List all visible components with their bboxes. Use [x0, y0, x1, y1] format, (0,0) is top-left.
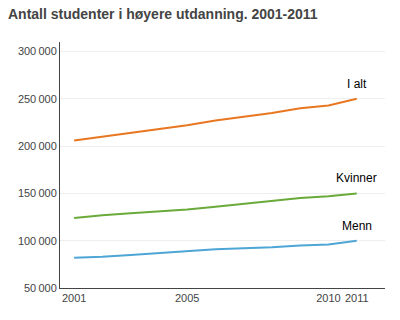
svg-text:250 000: 250 000	[18, 93, 57, 105]
svg-text:150 000: 150 000	[18, 187, 57, 199]
svg-text:50 000: 50 000	[24, 282, 57, 294]
svg-text:2001: 2001	[62, 292, 86, 304]
svg-text:Menn: Menn	[342, 219, 372, 233]
svg-text:Antall studenter i høyere utda: Antall studenter i høyere utdanning. 200…	[8, 6, 318, 22]
svg-text:I alt: I alt	[347, 77, 367, 91]
svg-text:100 000: 100 000	[18, 235, 57, 247]
svg-text:2010: 2010	[316, 292, 340, 304]
svg-text:2011: 2011	[345, 292, 369, 304]
svg-text:Kvinner: Kvinner	[336, 171, 377, 185]
svg-text:200 000: 200 000	[18, 140, 57, 152]
svg-text:300 000: 300 000	[18, 45, 57, 57]
svg-text:2005: 2005	[175, 292, 199, 304]
